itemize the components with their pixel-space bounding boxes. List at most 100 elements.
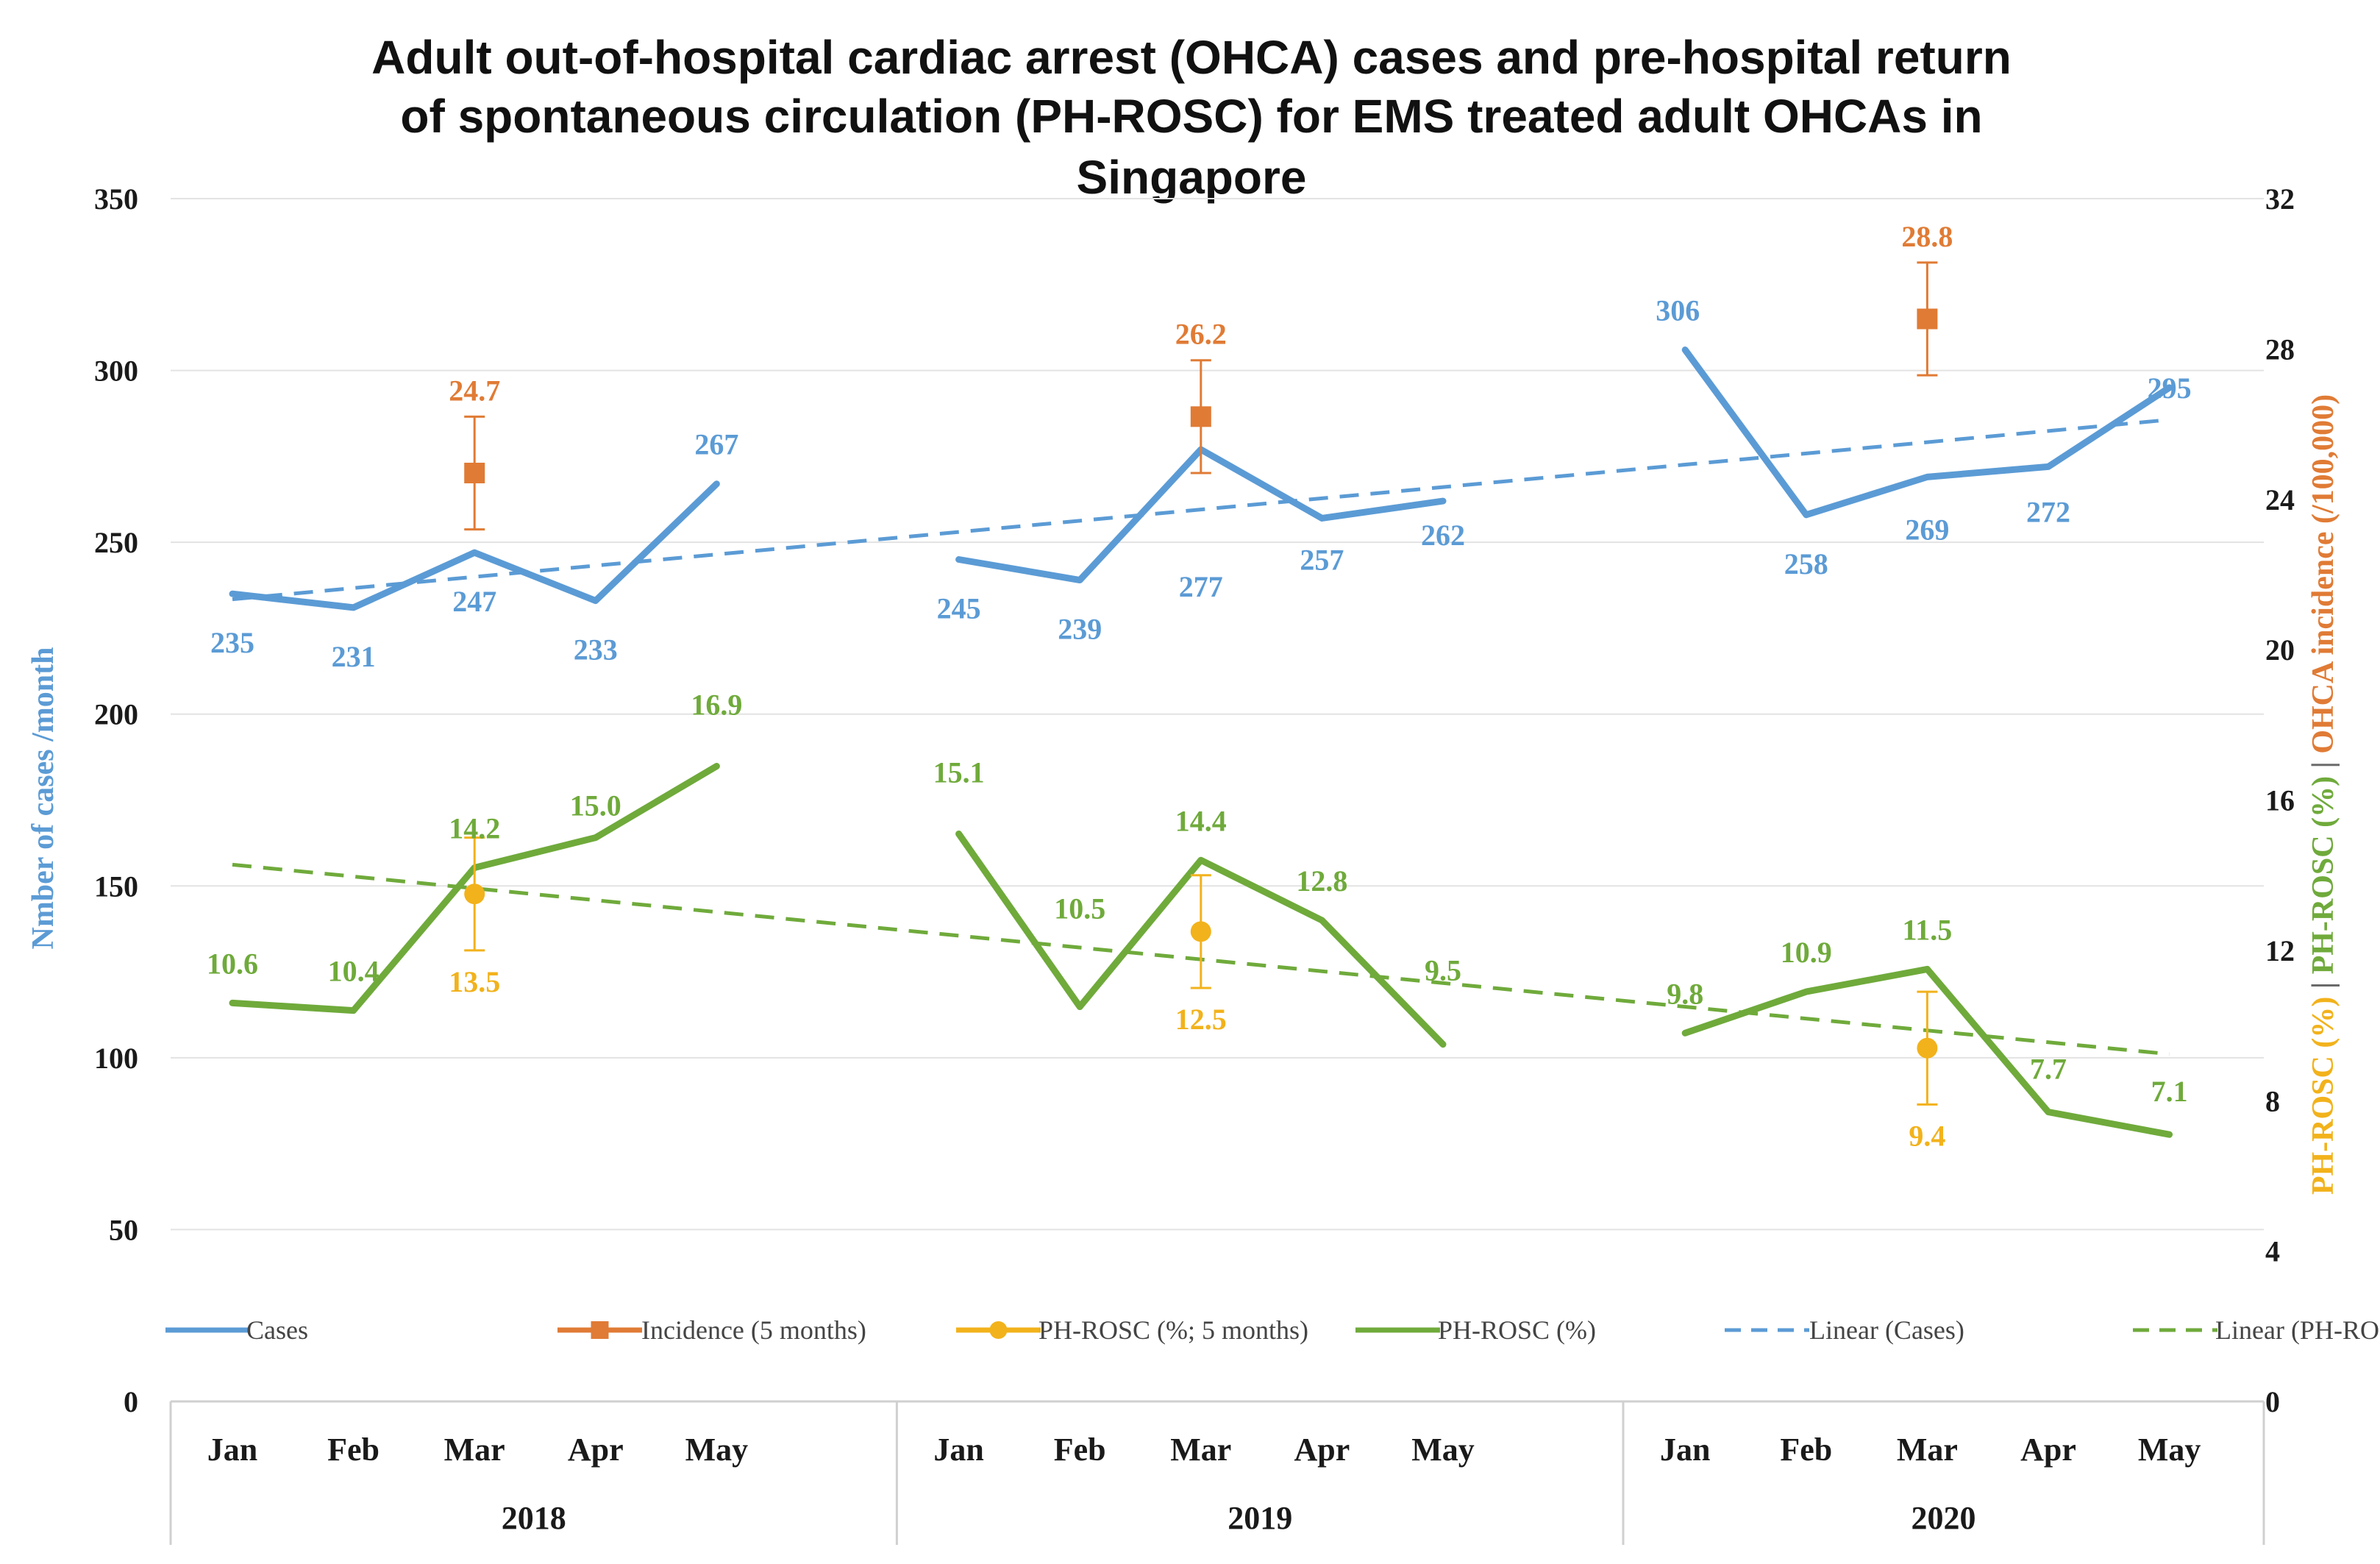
data-labels: 235 231 247 233 267 245 239 277 257 262 306 258 269 2… [207,220,2192,1153]
x-month-label: Jan [933,1432,983,1468]
phrosc5-data-label: 13.5 [449,965,500,998]
right-axis-title-segment: PH-ROSC (%) [2306,997,2340,1195]
x-month-label: Mar [444,1432,505,1468]
phrosc5-data-label: 12.5 [1175,1003,1227,1036]
x-month-label: Apr [568,1432,624,1468]
legend-label: PH-ROSC (%; 5 months) [1038,1315,1308,1345]
x-month-label: May [685,1432,749,1468]
x-year-label: 2019 [1228,1500,1292,1536]
phrosc-data-label: 16.9 [691,689,742,722]
incidence-data-label: 24.7 [449,374,500,407]
right-axis-title-segment: PH-ROSC (%) [2306,776,2340,974]
cases-data-label: 267 [694,428,738,461]
right-axis-ticks: 0 4 8 12 16 20 24 28 32 [2265,182,2295,1418]
legend-label: Incidence (5 months) [641,1315,866,1345]
x-month-label: Mar [1170,1432,1231,1468]
right-axis-title-segment: | [2306,974,2340,996]
phrosc-data-label: 11.5 [1903,913,1953,946]
left-tick-label: 100 [94,1042,138,1075]
right-axis-title-segment: | [2306,754,2340,776]
legend: Cases Incidence (5 months) PH-ROSC (%; 5 m… [165,1315,2380,1345]
incidence-marker [1190,406,1211,427]
legend-swatch-marker [591,1321,609,1339]
phrosc-data-label: 7.7 [2030,1053,2067,1086]
cases-data-label: 262 [1421,519,1465,552]
x-month-label: Jan [1660,1432,1710,1468]
x-month-label: Apr [1294,1432,1350,1468]
x-month-label: Feb [327,1432,380,1468]
cases-data-label: 247 [452,585,496,618]
phrosc5-marker [1917,1037,1938,1059]
x-month-label: May [1411,1432,1475,1468]
left-tick-label: 50 [109,1213,138,1246]
trendline-cases [232,418,2170,602]
right-tick-label: 20 [2265,633,2295,667]
phrosc-data-label: 14.2 [449,811,500,845]
incidence-data-label: 26.2 [1175,318,1227,351]
x-month-label: Jan [207,1432,257,1468]
left-tick-label: 0 [124,1385,138,1418]
right-tick-label: 28 [2265,333,2295,366]
x-month-label: May [2138,1432,2201,1468]
phrosc-data-label: 14.4 [1175,804,1227,837]
x-year-label: 2020 [1912,1500,1976,1536]
cases-data-label: 295 [2148,372,2192,405]
right-tick-label: 16 [2265,784,2295,817]
x-month-label: Feb [1054,1432,1106,1468]
cases-data-label: 245 [937,592,981,625]
right-tick-label: 4 [2265,1235,2280,1268]
x-month-label: Mar [1897,1432,1958,1468]
phrosc-data-label: 12.8 [1296,864,1347,897]
cases-data-label: 269 [1905,513,1949,546]
incidence-data-label: 28.8 [1901,220,1953,253]
phrosc-line [955,830,1447,1048]
right-tick-label: 12 [2265,934,2295,967]
phrosc-data-label: 7.1 [2151,1075,2188,1108]
cases-data-label: 233 [574,633,618,667]
phrosc-data-label: 10.9 [1781,936,1832,969]
cases-data-label: 235 [210,626,254,659]
left-axis-ticks: 0 50 100 150 200 250 300 350 [94,182,138,1418]
chart-title-line-2: of spontaneous circulation (PH-ROSC) for… [400,90,1982,143]
chart-title: Adult out-of-hospital cardiac arrest (OH… [371,31,2012,204]
phrosc-data-label: 10.4 [328,955,380,988]
legend-label: Linear (Cases) [1809,1315,1964,1345]
left-axis-title: Nmber of cases /month [26,647,60,949]
legend-label: Cases [246,1315,308,1345]
left-tick-label: 350 [94,182,138,216]
x-month-label: Feb [1780,1432,1832,1468]
phrosc5-marker [464,884,485,905]
x-year-label: 2018 [502,1500,566,1536]
right-axis-title-segment: OHCA incidence (/100,000) [2306,394,2340,754]
chart-title-line-1: Adult out-of-hospital cardiac arrest (OH… [371,31,2012,84]
legend-label: Linear (PH-ROSC (%)) [2215,1315,2380,1345]
cases-line [229,480,720,611]
left-tick-label: 200 [94,698,138,731]
incidence-marker [464,462,485,483]
right-axis-title: PH-ROSC (%) | PH-ROSC (%) | OHCA inciden… [2306,394,2340,1195]
phrosc-data-label: 9.5 [1425,954,1461,987]
right-tick-label: 0 [2265,1385,2280,1418]
cases-data-label: 239 [1058,613,1102,646]
legend-swatch-marker [989,1321,1008,1339]
phrosc5-marker [1190,921,1211,942]
cases-data-label: 306 [1656,294,1700,327]
right-tick-label: 32 [2265,182,2295,216]
phrosc5-data-label: 9.4 [1909,1119,1945,1152]
cases-data-label: 272 [2026,495,2070,528]
phrosc-data-label: 9.8 [1667,977,1703,1010]
left-tick-label: 300 [94,355,138,388]
phrosc-data-label: 15.0 [570,789,621,822]
right-tick-label: 24 [2265,483,2295,516]
phrosc-line [1681,965,2173,1138]
incidence-marker [1917,308,1938,330]
legend-label: PH-ROSC (%) [1438,1315,1596,1345]
cases-data-label: 258 [1784,547,1828,580]
chart-title-line-3: Singapore [1077,151,1307,204]
cases-data-label: 231 [332,640,376,673]
gridlines [171,198,2264,1231]
cases-line [1681,346,2173,519]
phrosc-data-label: 10.6 [207,947,258,980]
